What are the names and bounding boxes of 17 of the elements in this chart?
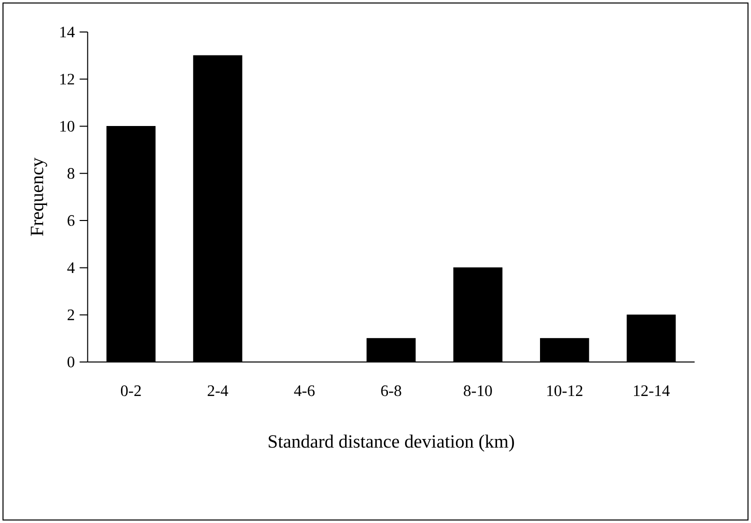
y-axis-title: Frequency	[30, 158, 48, 236]
y-tick-label: 12	[60, 74, 74, 84]
x-tick-label: 8-10	[464, 385, 492, 396]
x-tick-label: 10-12	[547, 385, 582, 396]
y-tick-label: 0	[68, 356, 74, 368]
x-tick-label: 4-6	[294, 385, 315, 396]
y-tick-label: 4	[67, 262, 75, 273]
x-tick-label: 2-4	[208, 385, 228, 396]
y-tick-label: 14	[60, 26, 75, 38]
x-tick-label: 12-14	[634, 385, 670, 396]
y-tick-label: 6	[68, 215, 74, 226]
y-tick-label: 2	[68, 310, 74, 320]
y-tick-label: 10	[60, 120, 74, 132]
x-tick-label: 0-2	[120, 385, 141, 396]
x-tick-label: 6-8	[381, 385, 402, 396]
x-axis-title: Standard distance deviation (km)	[268, 434, 514, 452]
y-tick-label: 8	[68, 168, 74, 179]
